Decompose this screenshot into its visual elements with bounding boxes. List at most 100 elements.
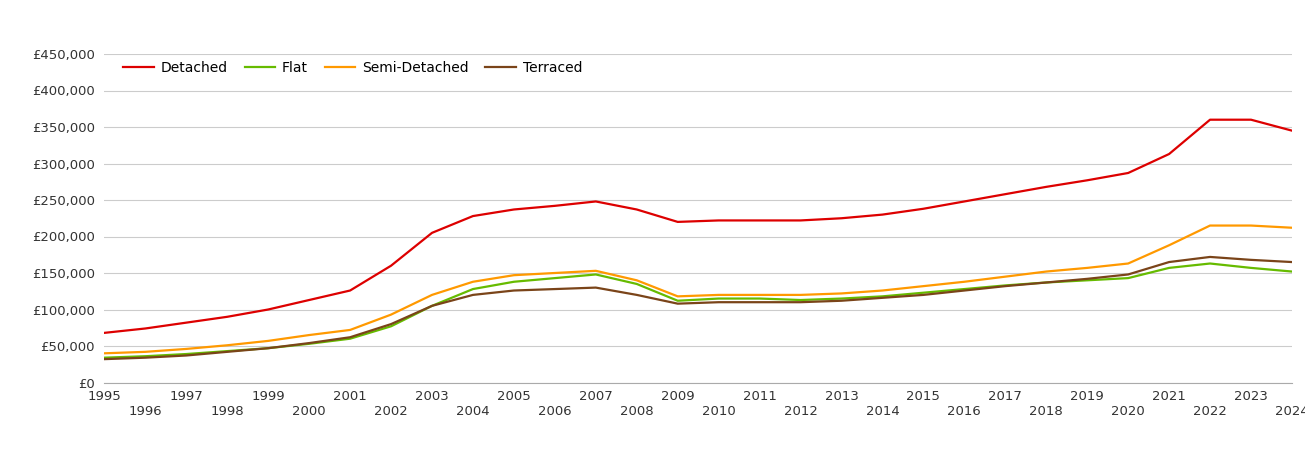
- Detached: [1120, 170, 1135, 176]
- Detached: [997, 191, 1013, 197]
- Semi-Detached: [916, 284, 932, 289]
- Flat: [1202, 261, 1218, 266]
- Semi-Detached: [465, 279, 480, 284]
- Detached: [916, 206, 932, 211]
- Flat: [1079, 278, 1095, 283]
- Terraced: [792, 300, 808, 305]
- Semi-Detached: [179, 346, 194, 351]
- Flat: [1039, 280, 1054, 285]
- Flat: [916, 290, 932, 295]
- Terraced: [1039, 280, 1054, 285]
- Terraced: [261, 346, 277, 351]
- Terraced: [1202, 254, 1218, 260]
- Flat: [261, 346, 277, 351]
- Detached: [547, 203, 562, 208]
- Flat: [752, 296, 767, 301]
- Flat: [957, 286, 972, 292]
- Semi-Detached: [506, 273, 522, 278]
- Terraced: [629, 292, 645, 297]
- Flat: [465, 286, 480, 292]
- Detached: [589, 199, 604, 204]
- Line: Detached: Detached: [104, 120, 1292, 333]
- Semi-Detached: [547, 270, 562, 276]
- Detached: [506, 207, 522, 212]
- Flat: [1120, 275, 1135, 281]
- Detached: [752, 218, 767, 223]
- Terraced: [97, 356, 112, 362]
- Semi-Detached: [589, 268, 604, 274]
- Detached: [711, 218, 727, 223]
- Semi-Detached: [752, 292, 767, 297]
- Detached: [629, 207, 645, 212]
- Terraced: [1079, 276, 1095, 282]
- Detached: [1079, 178, 1095, 183]
- Terraced: [1284, 259, 1300, 265]
- Semi-Detached: [834, 291, 850, 296]
- Terraced: [997, 284, 1013, 289]
- Detached: [384, 263, 399, 268]
- Detached: [424, 230, 440, 235]
- Detached: [1284, 128, 1300, 133]
- Detached: [179, 320, 194, 325]
- Flat: [1244, 265, 1259, 270]
- Detached: [137, 326, 153, 331]
- Line: Terraced: Terraced: [104, 257, 1292, 359]
- Flat: [137, 354, 153, 359]
- Semi-Detached: [97, 351, 112, 356]
- Flat: [589, 272, 604, 277]
- Flat: [547, 275, 562, 281]
- Line: Semi-Detached: Semi-Detached: [104, 225, 1292, 353]
- Terraced: [424, 303, 440, 309]
- Semi-Detached: [1039, 269, 1054, 274]
- Detached: [219, 314, 235, 319]
- Flat: [342, 336, 358, 342]
- Flat: [219, 348, 235, 354]
- Terraced: [669, 301, 685, 306]
- Detached: [301, 297, 317, 303]
- Detached: [874, 212, 890, 217]
- Semi-Detached: [261, 338, 277, 344]
- Semi-Detached: [1284, 225, 1300, 230]
- Terraced: [916, 292, 932, 297]
- Semi-Detached: [1244, 223, 1259, 228]
- Semi-Detached: [342, 327, 358, 333]
- Terraced: [752, 300, 767, 305]
- Terraced: [179, 353, 194, 358]
- Semi-Detached: [1079, 265, 1095, 270]
- Detached: [1244, 117, 1259, 122]
- Terraced: [1120, 272, 1135, 277]
- Semi-Detached: [874, 288, 890, 293]
- Detached: [97, 330, 112, 336]
- Detached: [465, 213, 480, 219]
- Terraced: [301, 340, 317, 346]
- Terraced: [1244, 257, 1259, 262]
- Semi-Detached: [137, 349, 153, 355]
- Terraced: [834, 298, 850, 303]
- Semi-Detached: [1202, 223, 1218, 228]
- Semi-Detached: [669, 294, 685, 299]
- Flat: [834, 296, 850, 301]
- Semi-Detached: [1120, 261, 1135, 266]
- Detached: [669, 219, 685, 225]
- Semi-Detached: [219, 342, 235, 348]
- Flat: [874, 294, 890, 299]
- Terraced: [547, 286, 562, 292]
- Flat: [424, 303, 440, 309]
- Terraced: [219, 349, 235, 355]
- Semi-Detached: [301, 333, 317, 338]
- Detached: [1202, 117, 1218, 122]
- Semi-Detached: [957, 279, 972, 284]
- Terraced: [874, 295, 890, 301]
- Semi-Detached: [792, 292, 808, 297]
- Semi-Detached: [997, 274, 1013, 279]
- Detached: [834, 216, 850, 221]
- Terraced: [465, 292, 480, 297]
- Flat: [711, 296, 727, 301]
- Flat: [629, 281, 645, 287]
- Detached: [261, 307, 277, 312]
- Line: Flat: Flat: [104, 264, 1292, 358]
- Flat: [384, 324, 399, 329]
- Terraced: [384, 321, 399, 327]
- Flat: [792, 297, 808, 303]
- Semi-Detached: [629, 278, 645, 283]
